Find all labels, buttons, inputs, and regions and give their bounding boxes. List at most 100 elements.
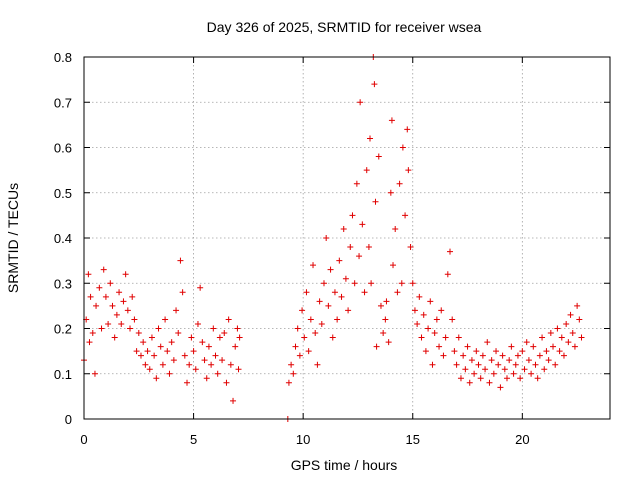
data-point (175, 330, 182, 337)
data-point (212, 352, 219, 359)
y-tick-label: 0.5 (54, 186, 72, 201)
data-point (192, 366, 199, 373)
data-point (205, 343, 212, 350)
data-point (111, 334, 118, 341)
data-point (109, 302, 116, 309)
data-point (543, 348, 550, 355)
data-point (373, 343, 380, 350)
data-point (556, 348, 563, 355)
data-point (365, 244, 372, 251)
data-point (488, 357, 495, 364)
data-point (528, 370, 535, 377)
data-point (146, 366, 153, 373)
data-point (142, 361, 149, 368)
data-point (102, 293, 109, 300)
x-tick-label: 5 (190, 432, 197, 447)
data-point (420, 311, 427, 318)
data-point (199, 339, 206, 346)
data-point (534, 375, 541, 382)
data-point (166, 370, 173, 377)
data-point (375, 153, 382, 160)
data-point (186, 361, 193, 368)
data-point (327, 266, 334, 273)
data-point (201, 357, 208, 364)
data-point (547, 330, 554, 337)
data-point (431, 330, 438, 337)
data-point (323, 235, 330, 241)
data-point (501, 366, 508, 373)
data-point (190, 348, 197, 355)
y-tick-label: 0.4 (54, 231, 72, 246)
data-point (342, 275, 349, 282)
data-point (563, 320, 570, 327)
data-point (299, 307, 306, 314)
data-point (162, 316, 169, 323)
data-point (225, 316, 232, 323)
data-point (422, 348, 429, 355)
data-point (506, 357, 513, 364)
data-point (567, 311, 574, 318)
data-point (462, 366, 469, 373)
x-tick-label: 15 (406, 432, 420, 447)
data-point (541, 366, 548, 373)
data-point (351, 280, 358, 287)
data-point (314, 361, 321, 368)
data-point (418, 334, 425, 341)
data-point (227, 361, 234, 368)
data-point (168, 339, 175, 346)
data-point (148, 334, 155, 341)
data-point (144, 348, 151, 355)
data-point (402, 212, 409, 219)
data-point (368, 280, 375, 287)
axis-ticks (83, 56, 610, 420)
y-tick-label: 0.7 (54, 95, 72, 110)
data-point (394, 289, 401, 296)
data-point (545, 357, 552, 364)
data-point (372, 198, 379, 205)
data-point (329, 334, 336, 341)
data-point (525, 357, 532, 364)
data-point (234, 325, 241, 332)
data-point (310, 262, 317, 269)
data-point (96, 284, 103, 291)
data-point (118, 320, 125, 327)
data-point (210, 325, 217, 332)
data-point (318, 320, 325, 327)
data-point (98, 325, 105, 332)
data-point (334, 316, 341, 323)
data-point (442, 334, 449, 341)
data-point (153, 375, 160, 382)
data-point (523, 339, 530, 346)
data-point (87, 293, 94, 300)
data-point (170, 357, 177, 364)
data-point (493, 348, 500, 355)
data-point (197, 284, 204, 291)
data-point (484, 339, 491, 346)
data-point (371, 81, 378, 88)
y-tick-label: 0.2 (54, 322, 72, 337)
data-point (105, 320, 112, 327)
data-point (497, 384, 504, 391)
data-point (133, 348, 140, 355)
data-point (416, 293, 423, 300)
data-point (453, 361, 460, 368)
data-point (312, 330, 319, 337)
data-point (164, 348, 171, 355)
data-point (124, 307, 131, 314)
data-point (292, 343, 299, 350)
data-point (214, 370, 221, 377)
data-point (455, 334, 462, 341)
data-point (338, 293, 345, 300)
x-tick-label: 20 (515, 432, 529, 447)
data-point (85, 271, 92, 278)
data-point (396, 180, 403, 187)
data-point (230, 397, 237, 404)
data-point (307, 316, 314, 323)
data-point (382, 316, 389, 323)
data-point (471, 370, 478, 377)
data-point (444, 271, 451, 278)
data-point (427, 298, 434, 305)
y-tick-label: 0.8 (54, 50, 72, 65)
data-point (347, 244, 354, 251)
data-point (113, 311, 120, 318)
